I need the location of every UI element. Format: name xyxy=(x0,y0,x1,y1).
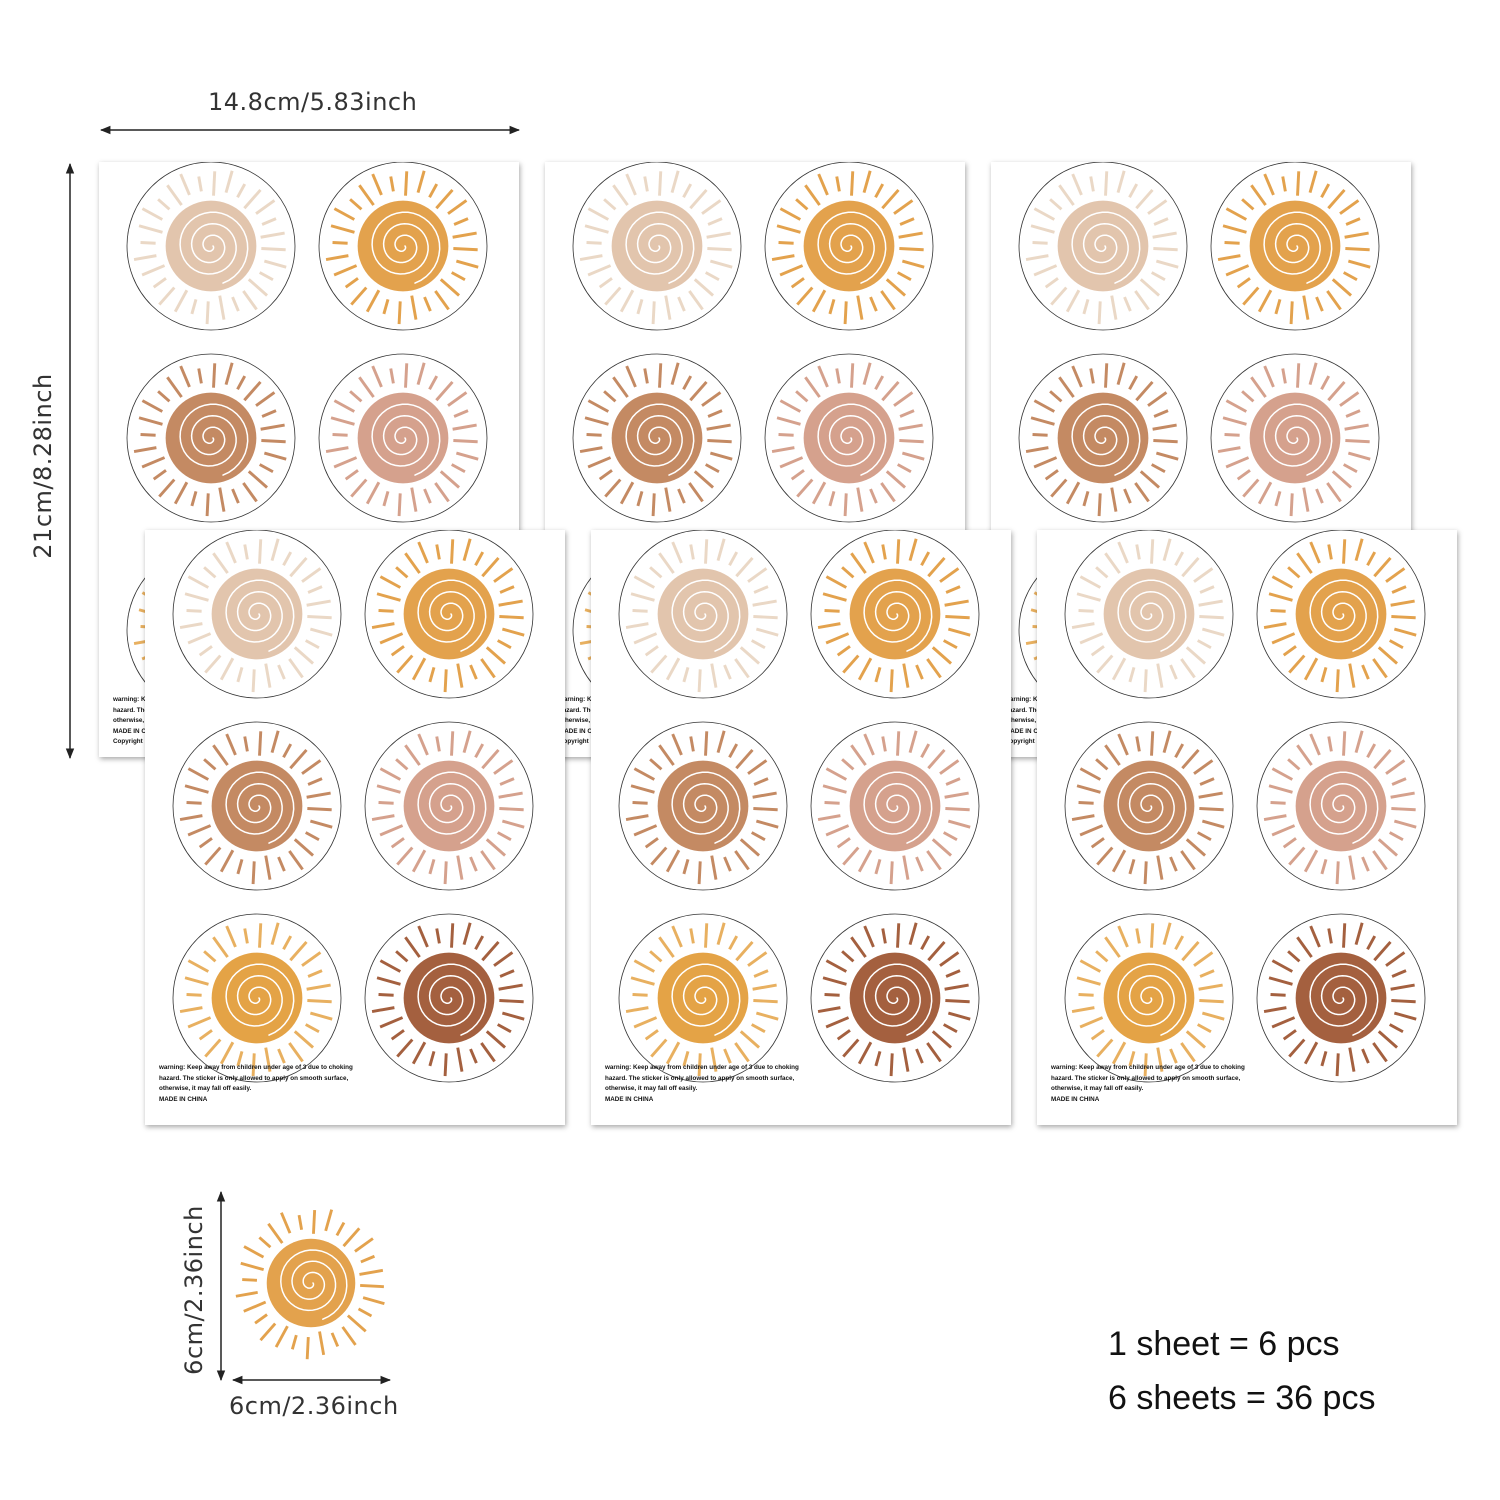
sun-sticker-icon xyxy=(1210,162,1380,331)
sun-sticker-icon xyxy=(1064,530,1234,699)
sheet-text-line: Copyright xyxy=(1005,738,1035,745)
sheet-text-line: warning: Keep away from children under a… xyxy=(605,1064,799,1071)
sun-sticker-icon xyxy=(126,353,296,523)
sheet-text-line: MADE IN CHINA xyxy=(559,727,608,735)
sun-sticker-icon xyxy=(1018,162,1188,331)
sun-sticker-icon xyxy=(318,353,488,523)
sun-sticker-icon xyxy=(572,353,742,523)
sun-sticker-icon xyxy=(1256,721,1426,891)
sheet-warning-text: warning: Keep away from children under a… xyxy=(159,1063,353,1105)
sheet-text-line: MADE IN CHINA xyxy=(113,727,162,735)
sun-sticker-icon xyxy=(810,530,980,699)
sun-sticker-icon xyxy=(764,353,934,523)
sun-sticker-icon xyxy=(172,913,342,1083)
sun-sticker-icon xyxy=(810,913,980,1083)
sun-sticker-icon xyxy=(364,913,534,1083)
sun-sticker-icon xyxy=(172,721,342,891)
sheet-height-label: 21cm/8.28inch xyxy=(29,373,57,559)
sheet-text-line: Copyright xyxy=(113,738,143,745)
sun-sticker-icon xyxy=(364,721,534,891)
sticker-sheet-front-2: warning: Keep away from children under a… xyxy=(591,530,1011,1125)
sun-sticker-icon xyxy=(810,721,980,891)
sun-sticker-icon xyxy=(172,530,342,699)
sun-sticker-icon xyxy=(1256,913,1426,1083)
sticker-sheet-front-1: warning: Keep away from children under a… xyxy=(145,530,565,1125)
summary-line-2: 6 sheets = 36 pcs xyxy=(1108,1379,1376,1417)
sheet-text-line: MADE IN CHINA xyxy=(1051,1095,1100,1103)
sun-sticker-icon xyxy=(618,530,788,699)
sheet-text-line: hazard. The sticker is only allowed to a… xyxy=(1051,1074,1241,1082)
sun-sticker-icon xyxy=(1064,721,1234,891)
sun-sticker-icon xyxy=(364,530,534,699)
sheet-text-line: Copyright xyxy=(559,738,589,745)
sun-sticker-icon xyxy=(318,162,488,331)
sun-sticker-icon xyxy=(126,162,296,331)
sheet-warning-text: warning: Keep away from children under a… xyxy=(1051,1063,1245,1105)
sun-sticker-icon xyxy=(618,721,788,891)
sheet-width-label: 14.8cm/5.83inch xyxy=(208,88,418,116)
sheet-text-line: MADE IN CHINA xyxy=(1005,727,1054,735)
summary-line-1: 1 sheet = 6 pcs xyxy=(1108,1325,1340,1363)
sun-sticker-icon xyxy=(235,1209,385,1360)
sun-sticker-icon xyxy=(1018,353,1188,523)
sheet-text-line: hazard. The sticker is only allowed to a… xyxy=(159,1074,349,1082)
sheet-text-line: MADE IN CHINA xyxy=(159,1095,208,1103)
sticker-width-label: 6cm/2.36inch xyxy=(229,1392,399,1420)
sample-sun-sticker xyxy=(235,1209,385,1360)
sheet-text-line: hazard. The sticker is only allowed to a… xyxy=(605,1074,795,1082)
sticker-height-label: 6cm/2.36inch xyxy=(180,1205,208,1375)
quantity-summary: 1 sheet = 6 pcs 6 sheets = 36 pcs xyxy=(1108,1317,1375,1425)
sun-sticker-icon xyxy=(1210,353,1380,523)
sticker-sheet-front-3: warning: Keep away from children under a… xyxy=(1037,530,1457,1125)
sun-sticker-icon xyxy=(1064,913,1234,1083)
sheet-text-line: otherwise, it may fall off easily. xyxy=(159,1085,252,1092)
sun-sticker-icon xyxy=(1256,530,1426,699)
sheet-text-line: warning: Keep away from children under a… xyxy=(159,1064,353,1071)
sheet-text-line: MADE IN CHINA xyxy=(605,1095,654,1103)
sheet-text-line: warning: Keep away from children under a… xyxy=(1051,1064,1245,1071)
sheet-text-line: otherwise, it may fall off easily. xyxy=(1051,1085,1144,1092)
sun-sticker-icon xyxy=(764,162,934,331)
sheet-text-line: otherwise, it may fall off easily. xyxy=(605,1085,698,1092)
sun-sticker-icon xyxy=(618,913,788,1083)
sheet-warning-text: warning: Keep away from children under a… xyxy=(605,1063,799,1105)
sun-sticker-icon xyxy=(572,162,742,331)
